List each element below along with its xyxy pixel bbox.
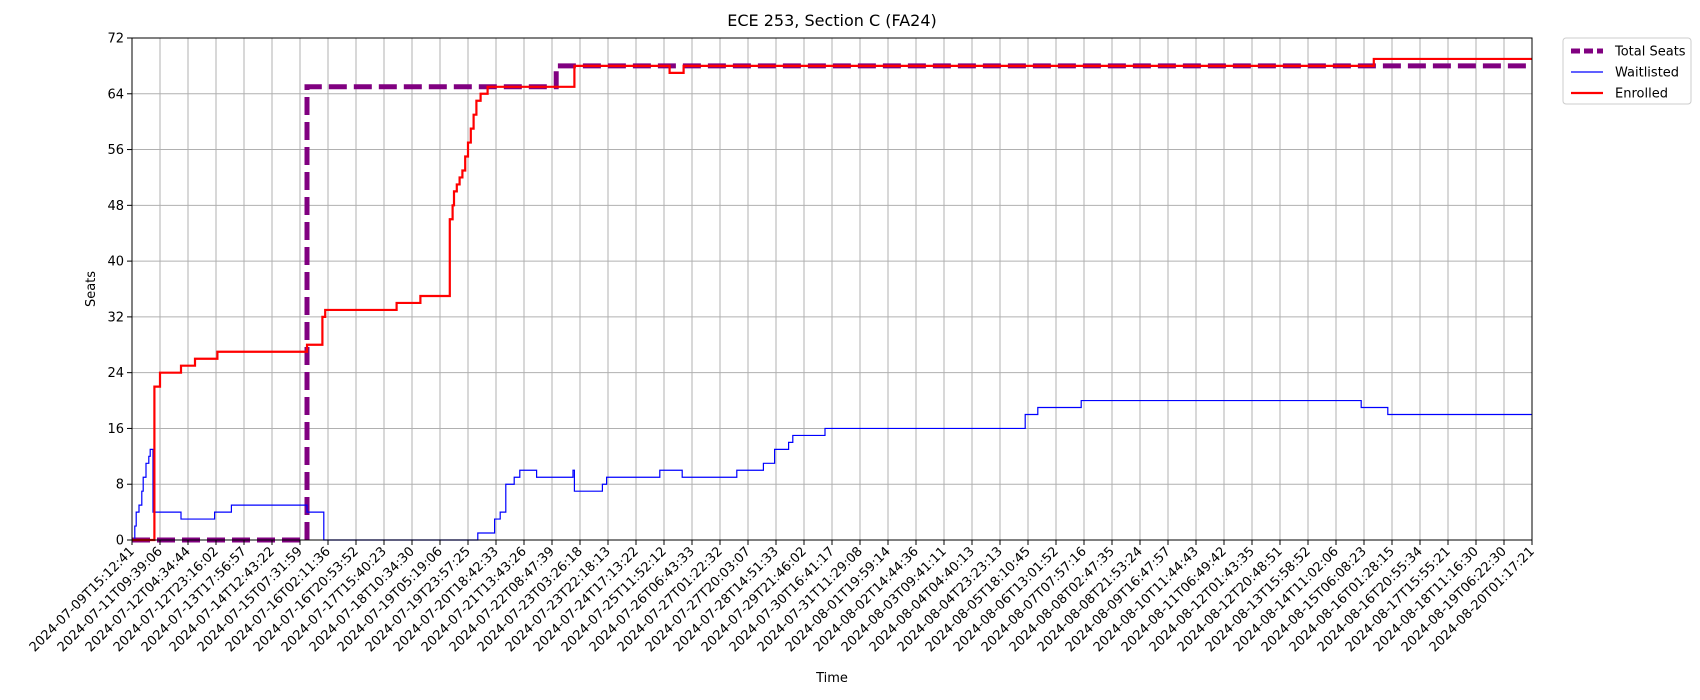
y-tick-label: 48: [107, 199, 124, 214]
y-tick-label: 40: [107, 255, 124, 270]
y-tick-label: 16: [107, 422, 124, 437]
y-tick-label: 32: [107, 310, 124, 325]
legend-label: Waitlisted: [1615, 66, 1679, 81]
grid: [131, 37, 1533, 541]
series-waitlisted-line: [132, 399, 1532, 541]
y-axis-title: Seats: [84, 271, 99, 307]
y-tick-label: 24: [107, 366, 124, 381]
legend: Total Seats Waitlisted Enrolled: [1562, 37, 1692, 105]
legend-label: Total Seats: [1614, 45, 1686, 60]
x-axis: 2024-07-09T15:12:412024-07-11T09:39:0620…: [27, 540, 1538, 655]
y-tick-label: 0: [116, 534, 124, 549]
chart-title: ECE 253, Section C (FA24): [727, 11, 937, 30]
y-tick-label: 56: [107, 143, 124, 158]
series-lines: [132, 57, 1532, 543]
y-axis: 0 8 16 24 32 40 48 56 64 72: [107, 32, 132, 549]
y-tick-label: 8: [116, 478, 124, 493]
y-tick-label: 72: [107, 32, 124, 47]
legend-box: [1562, 37, 1692, 105]
y-tick-label: 64: [107, 87, 124, 102]
legend-label: Enrolled: [1615, 87, 1668, 102]
x-axis-title: Time: [815, 671, 848, 686]
series-enrolled-line: [132, 57, 1532, 542]
